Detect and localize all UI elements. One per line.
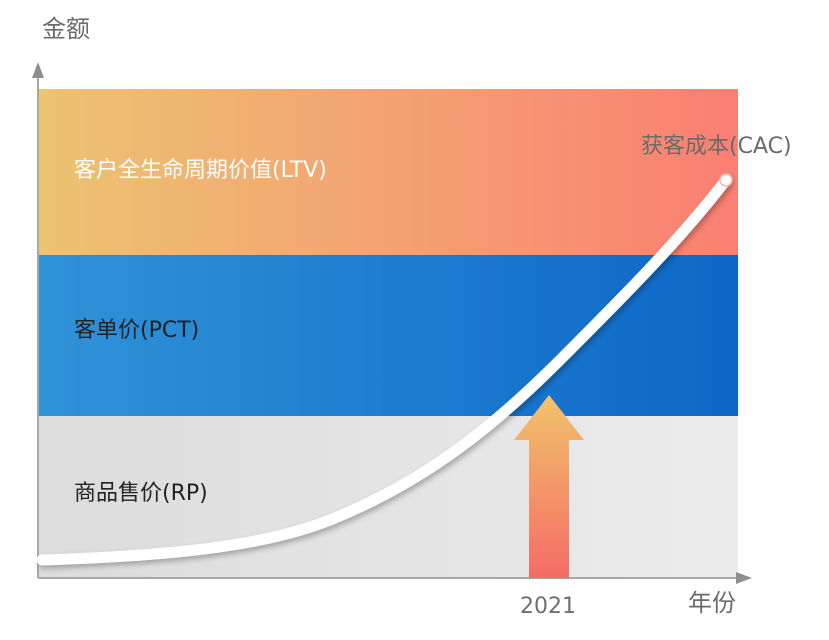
cac-curve-label: 获客成本(CAC) (641, 134, 792, 159)
ltv-band-label: 客户全生命周期价值(LTV) (74, 158, 327, 183)
year-arrow (514, 395, 584, 578)
cac-curve (36, 174, 732, 566)
year-marker-label: 2021 (520, 594, 576, 619)
pct-band-label: 客单价(PCT) (74, 318, 200, 343)
x-axis-label: 年份 (688, 589, 736, 617)
cac-curve-end (719, 173, 733, 187)
pct-band (38, 255, 738, 416)
x-axis-arrowhead (736, 572, 752, 584)
rp-band-label: 商品售价(RP) (74, 481, 208, 506)
y-axis-arrowhead (32, 62, 44, 78)
y-axis-label: 金额 (42, 15, 90, 43)
ltv-band (38, 89, 738, 255)
